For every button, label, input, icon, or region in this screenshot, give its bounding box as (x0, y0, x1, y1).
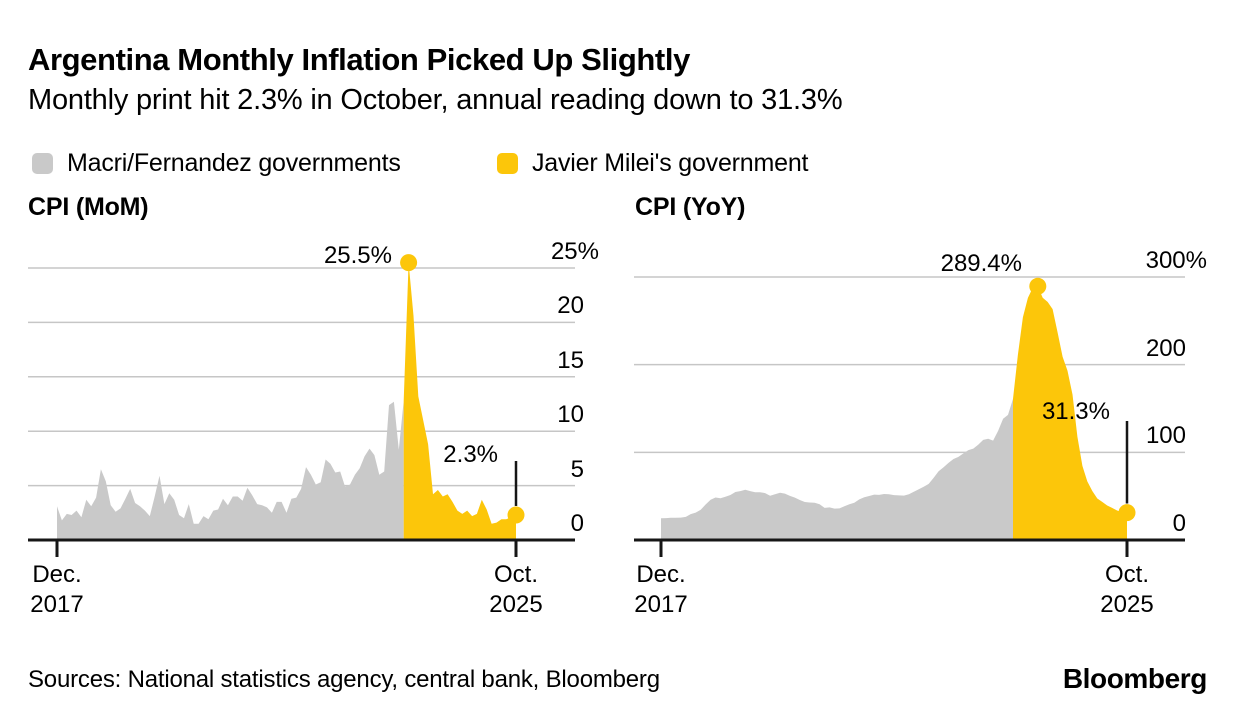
y-axis-tick-label: 20 (557, 292, 584, 320)
sources-note: Sources: National statistics agency, cen… (28, 666, 660, 693)
legend-swatch-yellow (497, 153, 518, 174)
x-axis-label-mom-end: Oct. 2025 (489, 561, 543, 618)
bloomberg-logo: Bloomberg (1062, 663, 1208, 694)
chart-title-cpi-yoy: CPI (YoY) (635, 193, 746, 221)
y-axis-tick-label: 200 (1145, 334, 1186, 362)
annotation-yoy-peak: 289.4% (940, 250, 1022, 277)
legend-item-past-governments: Macri/Fernandez governments (32, 149, 401, 178)
legend-label: Macri/Fernandez governments (67, 149, 401, 177)
y-axis-tick-label: 15 (557, 346, 584, 374)
y-axis-tick-label: 300% (1145, 247, 1207, 274)
x-axis-label-mom-start: Dec. 2017 (30, 561, 84, 618)
y-axis-tick-label: 25% (550, 238, 599, 265)
annotation-mom-latest: 2.3% (443, 441, 498, 468)
y-axis-tick-label: 0 (1172, 510, 1186, 537)
y-axis-tick-label: 10 (557, 401, 584, 429)
page-subtitle: Monthly print hit 2.3% in October, annua… (28, 84, 843, 116)
chart-title-cpi-mom: CPI (MoM) (28, 193, 149, 221)
annotation-mom-peak: 25.5% (323, 242, 392, 269)
y-axis-tick-label: 0 (570, 510, 584, 537)
legend-label: Javier Milei's government (532, 149, 809, 177)
y-axis-tick-label: 5 (570, 455, 584, 483)
legend-item-milei-government: Javier Milei's government (497, 149, 808, 178)
page-title: Argentina Monthly Inflation Picked Up Sl… (28, 42, 690, 77)
legend-swatch-gray (32, 153, 53, 174)
y-axis-tick-label: 100 (1145, 422, 1186, 450)
x-axis-label-yoy-end: Oct. 2025 (1100, 561, 1154, 618)
x-axis-label-yoy-start: Dec. 2017 (634, 561, 688, 618)
annotation-yoy-latest: 31.3% (1041, 398, 1110, 425)
